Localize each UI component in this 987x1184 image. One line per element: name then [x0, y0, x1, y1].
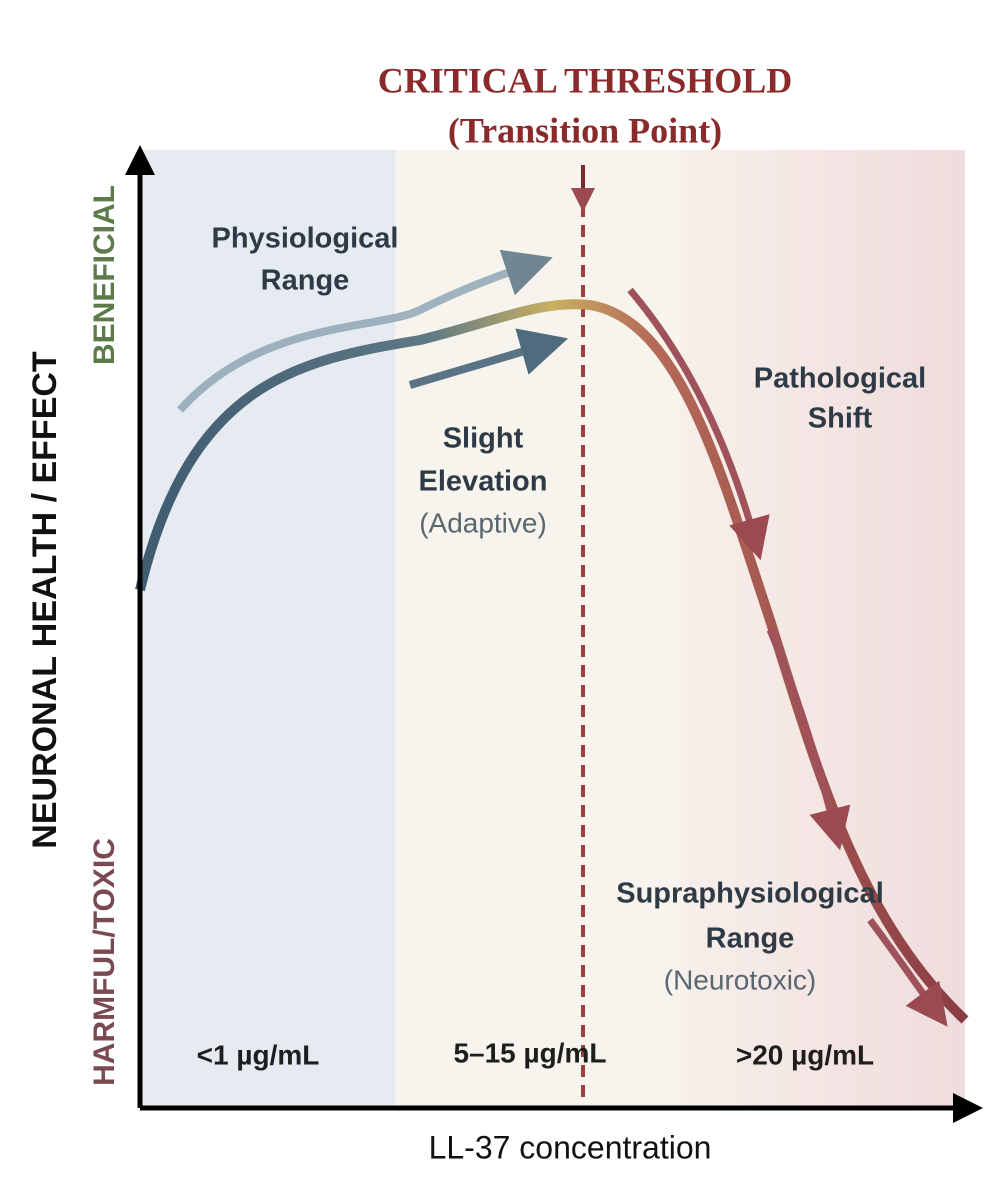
arrow: [867, 917, 948, 1027]
annotation: Pathological: [754, 363, 926, 395]
annotation: Shift: [808, 403, 873, 435]
annotation: Range: [706, 923, 795, 955]
y-top-label: BENEFICIAL: [88, 185, 121, 365]
annotation: Elevation: [419, 466, 548, 498]
annotation: Range: [261, 265, 350, 297]
y-axis-label: NEURONAL HEALTH / EFFECT: [26, 351, 64, 849]
region-label: <1 µg/mL: [197, 1039, 320, 1070]
region-label: >20 µg/mL: [736, 1039, 874, 1070]
region-label: 5–15 µg/mL: [453, 1037, 606, 1068]
arrow: [408, 328, 569, 389]
title: CRITICAL THRESHOLD: [378, 60, 792, 100]
region-high: [680, 150, 965, 1108]
annotation: Physiological: [212, 223, 399, 255]
title: (Transition Point): [448, 110, 722, 150]
annotation: Slight: [443, 423, 524, 455]
region-low: [140, 150, 395, 1108]
annotation: Supraphysiological: [616, 878, 884, 910]
annotation: (Neurotoxic): [664, 964, 816, 995]
arrow: [766, 628, 851, 851]
arrow: [177, 249, 553, 413]
y-bottom-label: HARMFUL/TOXIC: [88, 838, 121, 1086]
annotation: (Adaptive): [419, 507, 547, 538]
x-axis-label: LL-37 concentration: [429, 1129, 712, 1165]
arrow: [627, 287, 770, 561]
